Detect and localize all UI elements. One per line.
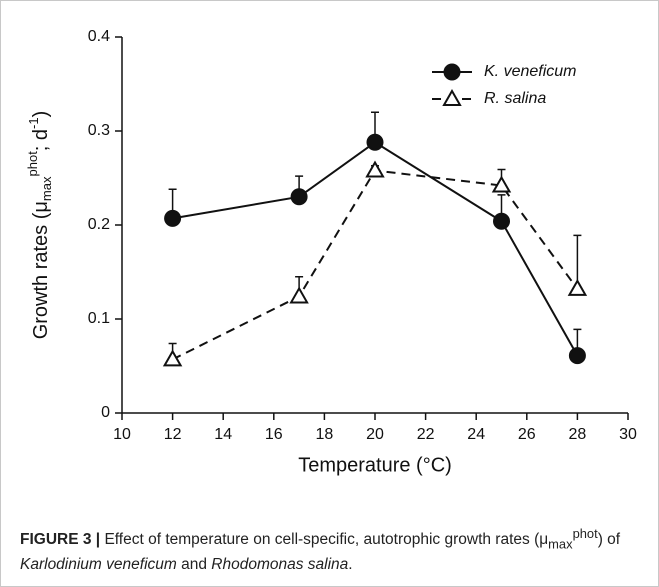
y-tick-label: 0.2 — [88, 216, 110, 233]
x-tick-label: 22 — [417, 426, 435, 443]
data-point — [289, 286, 309, 304]
y-axis-label: Growth rates (μmaxphot; d-1) — [25, 111, 54, 340]
y-tick-label: 0.3 — [88, 122, 110, 139]
x-tick-label: 24 — [467, 426, 485, 443]
caption-label: FIGURE 3 | — [20, 531, 101, 549]
x-tick-label: 18 — [316, 426, 334, 443]
caption-species: Rhodomonas salina — [211, 556, 349, 574]
y-label-sup: phot — [25, 151, 40, 177]
caption: FIGURE 3 | Effect of temperature on cell… — [20, 523, 645, 575]
legend-marker — [443, 63, 461, 81]
caption-text: ) of — [597, 531, 621, 549]
y-label-part: ) — [30, 111, 52, 118]
caption-species: Karlodinium veneficum — [20, 556, 177, 574]
x-tick-label: 16 — [265, 426, 283, 443]
x-tick-label: 26 — [518, 426, 536, 443]
data-point — [162, 349, 183, 367]
x-tick-label: 10 — [113, 426, 131, 443]
data-point — [164, 209, 182, 227]
y-tick-label: 0.4 — [88, 28, 110, 45]
x-tick-label: 20 — [366, 426, 384, 443]
legend-label: R. salina — [484, 90, 546, 107]
y-label-sub: max — [39, 176, 54, 201]
caption-text: . — [348, 556, 353, 574]
legend-marker — [442, 88, 462, 106]
x-axis-label: Temperature (°C) — [298, 454, 452, 476]
x-tick-label: 14 — [214, 426, 232, 443]
y-label-part: ; d — [30, 129, 52, 151]
y-label-part: Growth rates (μ — [30, 201, 52, 339]
data-point — [290, 188, 308, 206]
caption-text: Effect of temperature on cell-specific, … — [100, 531, 549, 549]
caption-sub: max — [548, 536, 573, 552]
data-point — [493, 212, 510, 230]
data-point — [567, 278, 588, 296]
data-point — [491, 175, 512, 193]
data-point — [366, 133, 384, 151]
x-tick-label: 30 — [619, 426, 637, 443]
series-line — [172, 169, 579, 361]
data-point — [365, 160, 385, 178]
y-tick-label: 0 — [101, 404, 110, 421]
legend-label: K. veneficum — [484, 63, 576, 80]
y-tick-label: 0.1 — [88, 310, 110, 327]
y-label-sup: -1 — [26, 117, 41, 129]
chart: Temperature (°C) Growth rates (μmaxphot;… — [25, 28, 637, 476]
data-point — [568, 347, 586, 365]
x-tick-label: 12 — [164, 426, 182, 443]
x-tick-label: 28 — [569, 426, 587, 443]
caption-sup: phot — [572, 526, 598, 541]
caption-text: and — [176, 556, 212, 574]
